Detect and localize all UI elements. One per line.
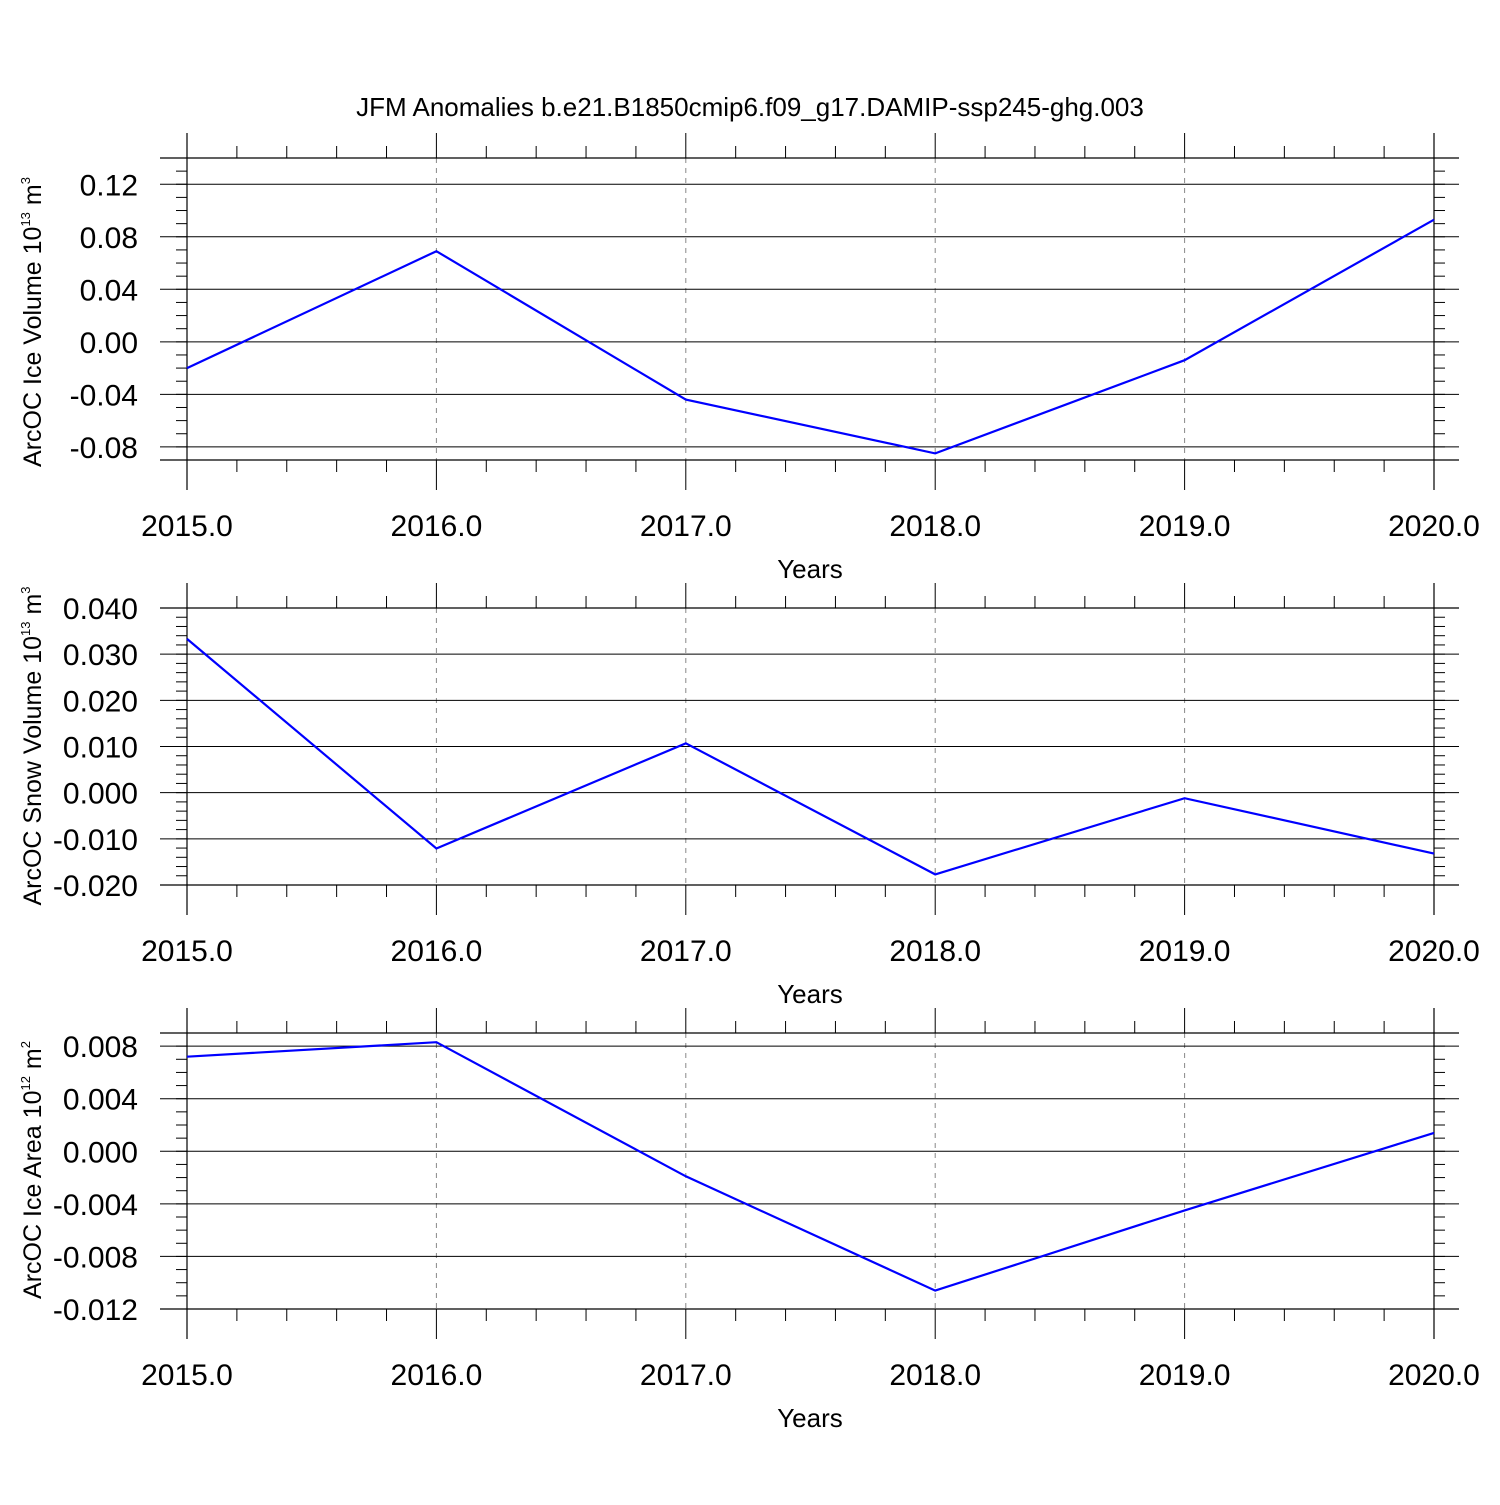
x-tick-label: 2017.0 [640,935,732,968]
x-tick-label: 2020.0 [1388,1359,1480,1392]
figure-title: JFM Anomalies b.e21.B1850cmip6.f09_g17.D… [356,92,1144,122]
x-tick-label: 2019.0 [1139,1359,1231,1392]
y-tick-label: 0.00 [80,327,138,360]
x-tick-label: 2015.0 [141,510,233,543]
y-tick-label: -0.020 [53,870,138,903]
y-tick-label: 0.020 [63,685,138,718]
x-tick-label: 2016.0 [391,1359,483,1392]
x-tick-label: 2015.0 [141,1359,233,1392]
x-tick-label: 2018.0 [889,935,981,968]
y-tick-label: -0.008 [53,1241,138,1274]
x-axis-label: Years [777,1403,843,1433]
x-tick-label: 2020.0 [1388,935,1480,968]
y-tick-label: 0.008 [63,1031,138,1064]
x-tick-label: 2018.0 [889,1359,981,1392]
y-tick-label: -0.04 [70,379,138,412]
y-tick-label: 0.04 [80,274,138,307]
x-tick-label: 2017.0 [640,1359,732,1392]
y-tick-label: 0.004 [63,1084,138,1117]
x-tick-label: 2019.0 [1139,510,1231,543]
y-tick-label: -0.012 [53,1294,138,1327]
x-tick-label: 2018.0 [889,510,981,543]
x-tick-label: 2017.0 [640,510,732,543]
x-axis-label: Years [777,979,843,1009]
y-tick-label: -0.010 [53,824,138,857]
x-tick-label: 2016.0 [391,935,483,968]
x-tick-label: 2015.0 [141,935,233,968]
x-tick-label: 2016.0 [391,510,483,543]
x-tick-label: 2020.0 [1388,510,1480,543]
x-axis-label: Years [777,554,843,584]
y-tick-label: 0.000 [63,778,138,811]
y-tick-label: -0.004 [53,1189,138,1222]
y-tick-label: 0.08 [80,222,138,255]
y-tick-label: 0.000 [63,1136,138,1169]
y-tick-label: 0.12 [80,169,138,202]
y-tick-label: 0.040 [63,593,138,626]
y-tick-label: -0.08 [70,432,138,465]
y-tick-label: 0.030 [63,639,138,672]
y-tick-label: 0.010 [63,732,138,765]
x-tick-label: 2019.0 [1139,935,1231,968]
